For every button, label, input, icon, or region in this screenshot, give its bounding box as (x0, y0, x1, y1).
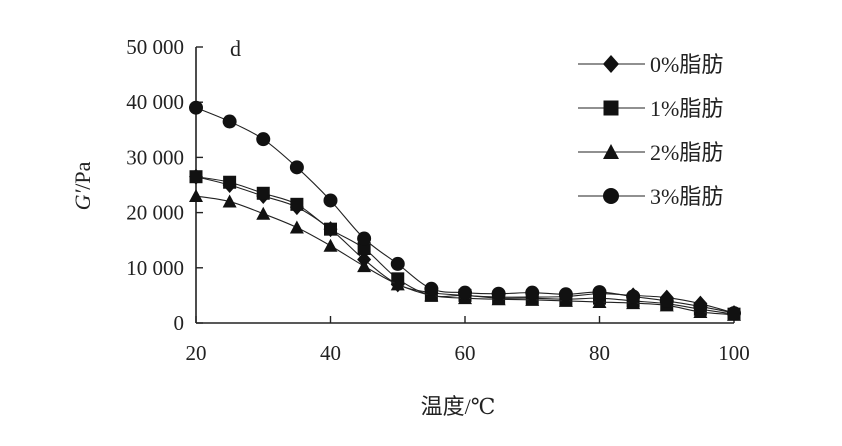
y-axis-title-unit: /Pa (70, 161, 95, 189)
data-point-circle (693, 299, 708, 314)
legend-label: 1%脂肪 (650, 96, 723, 121)
data-point-triangle (189, 189, 203, 203)
legend: 0%脂肪 1%脂肪 2%脂肪 3%脂肪 (578, 52, 723, 209)
axes: 0 10 000 20 000 30 000 40 000 50 000 20 40 60 80 1… (126, 35, 750, 365)
data-point-circle (727, 306, 741, 321)
y-tick-label: 20 000 (126, 201, 184, 225)
data-point-square (256, 186, 270, 200)
y-tick-label: 40 000 (126, 90, 184, 114)
x-tick-label: 20 (186, 341, 207, 365)
data-point-diamond (603, 55, 619, 73)
x-tick-label: 40 (320, 341, 341, 365)
y-axis-title: G′/Pa (70, 161, 95, 210)
y-tick-label: 0 (174, 311, 185, 335)
data-point-circle (458, 285, 472, 300)
data-point-triangle (323, 238, 338, 252)
legend-item: 0%脂肪 (578, 52, 723, 77)
data-point-circle (390, 256, 405, 271)
y-tick-label: 50 000 (126, 35, 184, 59)
data-point-circle (323, 193, 338, 208)
legend-label: 3%脂肪 (650, 184, 723, 209)
data-point-circle (189, 100, 203, 115)
y-tick-label: 10 000 (126, 256, 184, 280)
legend-item: 3%脂肪 (578, 184, 723, 209)
data-point-triangle (603, 144, 619, 159)
data-point-square (357, 241, 371, 255)
legend-item: 2%脂肪 (578, 140, 723, 165)
x-tick-label: 80 (589, 341, 610, 365)
data-point-circle (222, 114, 237, 129)
data-point-circle (525, 285, 540, 300)
x-axis-title: 温度/℃ (421, 394, 496, 419)
data-point-triangle (289, 220, 304, 234)
data-point-square (324, 222, 337, 236)
data-point-circle (256, 132, 271, 147)
x-tick-label: 60 (455, 341, 476, 365)
data-point-triangle (592, 295, 607, 309)
y-axis-title-symbol: G′ (70, 189, 95, 211)
data-point-square (189, 170, 203, 184)
x-tick-label: 100 (718, 341, 750, 365)
data-point-circle (424, 281, 439, 296)
data-point-square (603, 100, 619, 116)
data-point-circle (603, 188, 619, 204)
legend-label: 0%脂肪 (650, 52, 723, 77)
data-point-circle (592, 285, 607, 300)
legend-label: 2%脂肪 (650, 140, 723, 165)
data-point-square (223, 175, 237, 189)
data-point-triangle (357, 259, 372, 273)
data-point-circle (357, 231, 372, 246)
data-point-circle (491, 286, 506, 301)
panel-label: d (230, 36, 241, 61)
legend-item: 1%脂肪 (578, 96, 723, 121)
plot-area (189, 100, 741, 322)
series-line (195, 107, 735, 314)
data-point-triangle (256, 206, 271, 220)
y-tick-label: 30 000 (126, 145, 184, 169)
data-point-square (290, 197, 304, 211)
data-point-triangle (222, 194, 237, 208)
data-point-circle (289, 160, 304, 175)
data-point-circle (626, 289, 641, 304)
data-point-circle (659, 293, 674, 308)
data-point-triangle (390, 277, 405, 291)
data-point-circle (558, 287, 573, 302)
series-circle (189, 100, 741, 321)
